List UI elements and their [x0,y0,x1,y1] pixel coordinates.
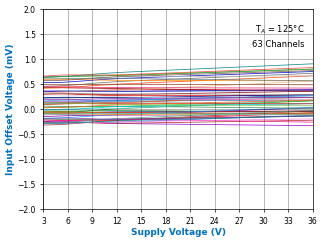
Text: T$_A$ = 125°C
63 Channels: T$_A$ = 125°C 63 Channels [252,23,305,49]
Y-axis label: Input Offset Voltage (mV): Input Offset Voltage (mV) [5,43,15,175]
X-axis label: Supply Voltage (V): Supply Voltage (V) [130,228,225,237]
